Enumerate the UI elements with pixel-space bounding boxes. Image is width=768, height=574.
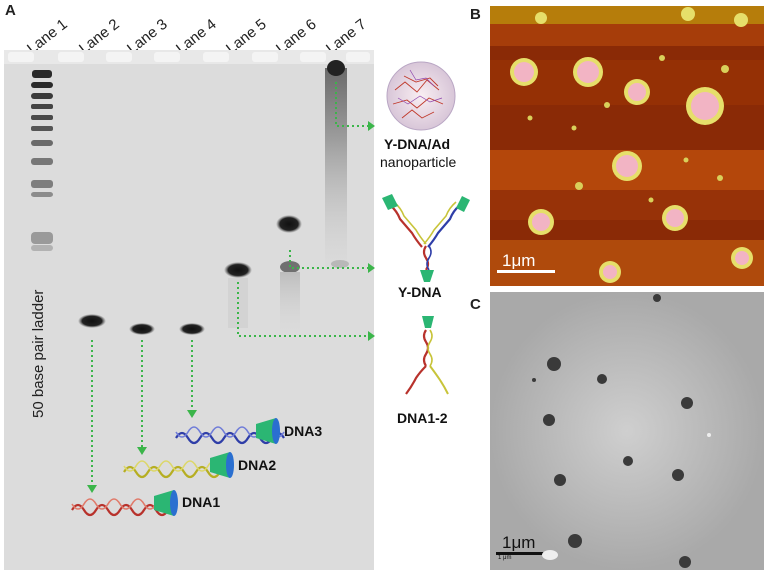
- arrow-heads: [87, 121, 375, 493]
- dna3-label: DNA3: [284, 423, 323, 439]
- tem-scale-label: 1μm: [502, 533, 536, 552]
- gel-arrows: [91, 82, 368, 485]
- tem-image: [490, 292, 764, 570]
- dna3-strand: [175, 418, 285, 445]
- dna12-schematic: [405, 316, 449, 395]
- band-lane-4: [179, 323, 205, 335]
- ydna-schematic: [382, 194, 470, 282]
- dna2-strand: [123, 452, 234, 479]
- dna12-label: DNA1-2: [397, 410, 448, 426]
- dna1-label: DNA1: [182, 494, 221, 510]
- ladder-label: 50 base pair ladder: [30, 289, 47, 418]
- ladder-bands: [31, 70, 53, 251]
- band-lane-3: [129, 323, 155, 335]
- smear-lane-7: [325, 68, 347, 268]
- ydna-label: Y-DNA: [398, 284, 442, 300]
- afm-image: [490, 6, 764, 286]
- nanoparticle-label-line1: Y-DNA/Ad: [384, 136, 451, 152]
- afm-scale-label: 1μm: [502, 251, 536, 270]
- smear-lane-6: [280, 272, 300, 342]
- panel-label-c: C: [470, 296, 481, 313]
- dna2-label: DNA2: [238, 457, 277, 473]
- afm-scale-bar: [497, 270, 555, 273]
- tem-scale-label-small: 1 μm: [498, 555, 512, 561]
- band-lane-2: [78, 314, 106, 328]
- band-lane-6-upper: [276, 215, 302, 233]
- tem-scale-bar: [496, 552, 554, 555]
- panel-label-b: B: [470, 6, 481, 23]
- panel-label-a: A: [5, 2, 16, 19]
- dna1-strand: [71, 490, 178, 517]
- gel-background: [4, 50, 374, 570]
- nanoparticle-schematic: [386, 61, 456, 131]
- gel-wells: [4, 50, 374, 64]
- band-lane-7-well: [327, 60, 345, 76]
- band-lane-5: [224, 262, 252, 278]
- nanoparticle-label-line2: nanoparticle: [380, 154, 457, 170]
